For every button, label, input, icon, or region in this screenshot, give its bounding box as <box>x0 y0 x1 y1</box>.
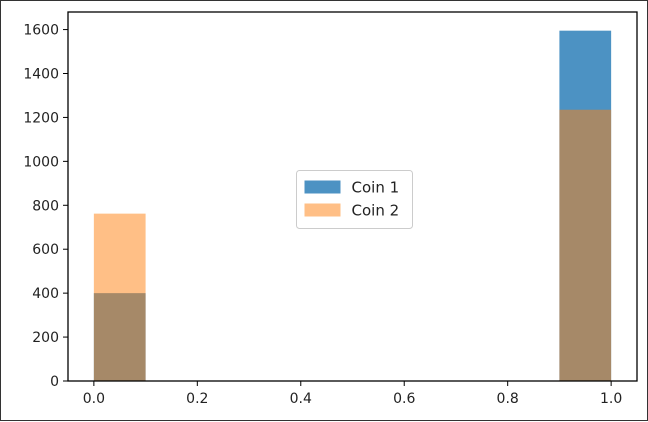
bars-group <box>93 30 612 381</box>
y-tick-label: 1600 <box>23 23 59 39</box>
legend-label-coin-1: Coin 1 <box>352 179 400 197</box>
x-tick-label: 0.6 <box>393 391 415 407</box>
y-axis-ticks: 0 200 400 600 800 1000 1200 1400 1600 <box>23 23 68 390</box>
y-tick-label: 1000 <box>23 154 59 170</box>
legend-label-coin-2: Coin 2 <box>352 202 400 220</box>
x-tick-label: 1.0 <box>600 391 622 407</box>
x-tick-label: 0.2 <box>186 391 208 407</box>
y-tick-label: 200 <box>32 330 59 346</box>
legend: Coin 1 Coin 2 <box>296 170 413 229</box>
plot-area-border <box>67 11 638 382</box>
y-tick-label: 0 <box>50 374 59 390</box>
y-tick-label: 400 <box>32 286 59 302</box>
x-tick-label: 0.4 <box>290 391 312 407</box>
y-tick-label: 1200 <box>23 110 59 126</box>
y-tick-label: 600 <box>32 242 59 258</box>
y-tick-label: 1400 <box>23 67 59 83</box>
legend-swatch-coin-2 <box>304 203 341 217</box>
y-tick-label: 800 <box>32 198 59 214</box>
x-tick-label: 0.8 <box>497 391 519 407</box>
x-tick-label: 0.0 <box>83 391 105 407</box>
x-axis-ticks: 0.0 0.2 0.4 0.6 0.8 1.0 <box>83 381 622 407</box>
bar-coin-2-bin-1 <box>559 109 612 381</box>
legend-swatch-coin-1 <box>304 180 341 194</box>
bar-coin-2-bin-0 <box>93 213 146 381</box>
